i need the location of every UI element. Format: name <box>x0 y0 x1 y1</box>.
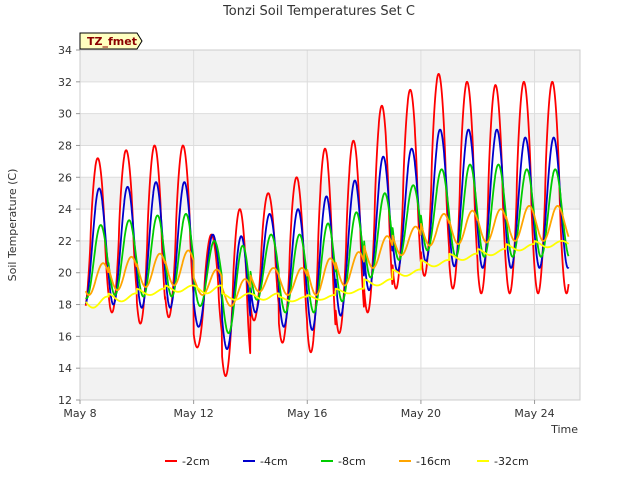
legend-label: -4cm <box>260 455 288 468</box>
y-axis-ticks: 12 14 16 18 20 22 24 26 28 30 32 34 <box>58 44 80 407</box>
y-tick-label: 22 <box>58 235 72 248</box>
legend-label: -8cm <box>338 455 366 468</box>
background-band <box>80 50 580 82</box>
x-tick-label: May 20 <box>401 407 441 420</box>
background-band <box>80 368 580 400</box>
series-line-minus-2cm <box>84 73 570 378</box>
x-tick-label: May 16 <box>287 407 327 420</box>
background-band <box>80 113 580 146</box>
legend-label: -16cm <box>416 455 451 468</box>
legend: -2cm -4cm -8cm -16cm -32cm <box>165 455 529 468</box>
x-tick-label: May 8 <box>63 407 96 420</box>
series-lines <box>84 73 570 378</box>
y-tick-label: 18 <box>58 299 72 312</box>
x-axis-ticks: May 8 May 12 May 16 May 20 May 24 <box>63 400 555 420</box>
y-tick-label: 30 <box>58 108 72 121</box>
legend-label: -32cm <box>494 455 529 468</box>
plot-frame <box>79 49 581 401</box>
x-axis-label: Time <box>550 423 578 436</box>
chart-title: Tonzi Soil Temperatures Set C <box>222 4 415 19</box>
y-tick-label: 12 <box>58 394 72 407</box>
y-axis-label: Soil Temperature (C) <box>6 169 19 282</box>
y-tick-label: 14 <box>58 362 72 375</box>
x-tick-label: May 24 <box>514 407 554 420</box>
x-tick-label: May 12 <box>174 407 214 420</box>
series-line-minus-16cm <box>84 204 570 308</box>
y-tick-label: 24 <box>58 203 72 216</box>
series-line-minus-32cm <box>85 239 570 309</box>
series-line-minus-4cm <box>84 128 570 351</box>
site-tag-label: TZ_fmet <box>87 35 137 48</box>
y-tick-label: 26 <box>58 171 72 184</box>
background-band <box>80 304 580 337</box>
y-tick-label: 32 <box>58 76 72 89</box>
y-tick-label: 28 <box>58 139 72 152</box>
y-tick-label: 34 <box>58 44 72 57</box>
site-tag: TZ_fmet <box>79 32 143 50</box>
y-tick-label: 16 <box>58 330 72 343</box>
y-tick-label: 20 <box>58 267 72 280</box>
site-tag-box <box>79 32 143 50</box>
legend-label: -2cm <box>182 455 210 468</box>
